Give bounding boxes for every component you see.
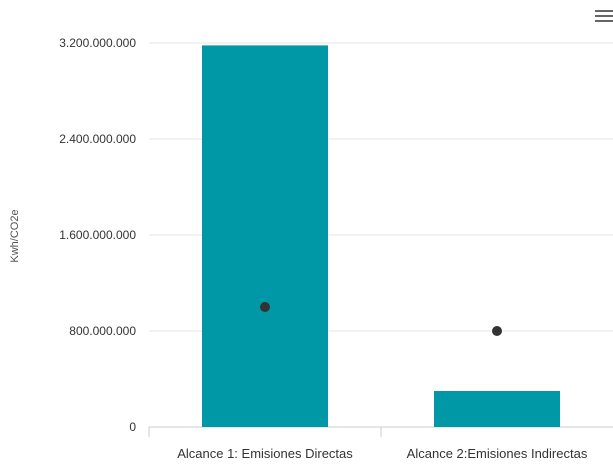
y-axis-title: Kwh/CO2e	[9, 209, 21, 262]
y-tick-label: 800.000.000	[69, 324, 136, 338]
bar	[202, 45, 328, 428]
data-point	[260, 302, 270, 312]
x-category-label: Alcance 1: Emisiones Directas	[177, 446, 353, 461]
y-tick-label: 3.200.000.000	[59, 36, 136, 50]
bars	[202, 45, 560, 428]
y-tick-label: 2.400.000.000	[59, 132, 136, 146]
menu-line	[595, 20, 613, 22]
x-axis: Alcance 1: Emisiones Directas Alcance 2:E…	[148, 427, 588, 461]
menu-line	[595, 10, 613, 12]
y-axis-ticks: 0 800.000.000 1.600.000.000 2.400.000.000 3.…	[59, 36, 136, 434]
y-tick-label: 0	[129, 420, 136, 434]
points	[260, 302, 502, 336]
menu-line	[595, 15, 613, 17]
x-category-label: Alcance 2:Emisiones Indirectas	[407, 446, 588, 461]
hamburger-menu-icon[interactable]	[595, 8, 613, 24]
y-tick-label: 1.600.000.000	[59, 228, 136, 242]
data-point	[492, 326, 502, 336]
bar	[434, 391, 560, 427]
